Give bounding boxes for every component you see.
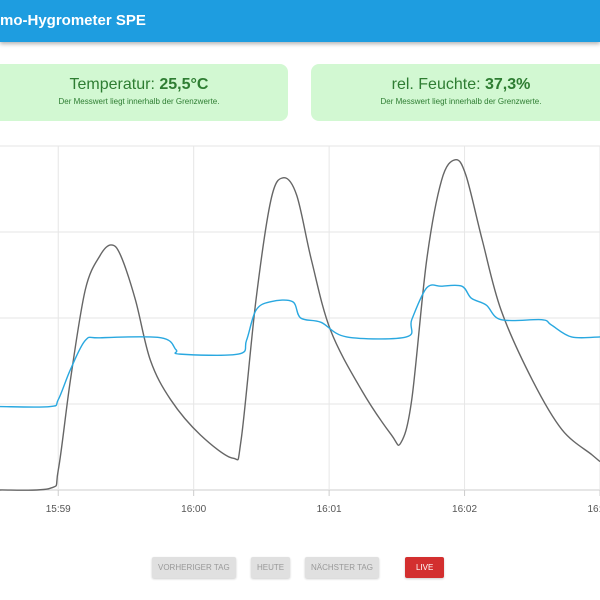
app-title: mo-Hygrometer SPE xyxy=(0,12,146,29)
card-main: rel. Feuchte: 37,3% xyxy=(311,76,600,94)
today-button[interactable]: HEUTE xyxy=(251,557,291,578)
x-tick-label: 16:03 xyxy=(587,504,600,515)
card-note: Der Messwert liegt innerhalb der Grenzwe… xyxy=(380,97,542,106)
chart: 15:59 16:00 16:01 16:02 16:03 xyxy=(0,145,600,515)
app-bar: mo-Hygrometer SPE xyxy=(0,0,600,42)
card-value: 37,3% xyxy=(485,76,531,93)
card-value: 25,5°C xyxy=(159,76,209,93)
x-tick-label: 16:00 xyxy=(181,504,206,515)
series-line xyxy=(0,284,600,408)
card-note: Der Messwert liegt innerhalb der Grenzwe… xyxy=(58,97,220,106)
x-tick-label: 15:59 xyxy=(46,504,71,515)
series-line xyxy=(0,158,600,491)
humidity-card: rel. Feuchte: 37,3% Der Messwert liegt i… xyxy=(311,64,600,121)
card-main: Temperatur: 25,5°C xyxy=(0,76,288,94)
next-day-button[interactable]: NÄCHSTER TAG xyxy=(305,557,379,578)
x-tick-label: 16:01 xyxy=(317,504,342,515)
card-label: Temperatur: xyxy=(69,76,155,93)
live-button[interactable]: LIVE xyxy=(405,557,445,578)
button-bar: VORHERIGER TAG HEUTE NÄCHSTER TAG LIVE xyxy=(0,557,600,579)
prev-day-button[interactable]: VORHERIGER TAG xyxy=(152,557,236,578)
x-tick-label: 16:02 xyxy=(452,504,477,515)
temperature-card: Temperatur: 25,5°C Der Messwert liegt in… xyxy=(0,64,288,121)
card-label: rel. Feuchte: xyxy=(391,76,481,93)
